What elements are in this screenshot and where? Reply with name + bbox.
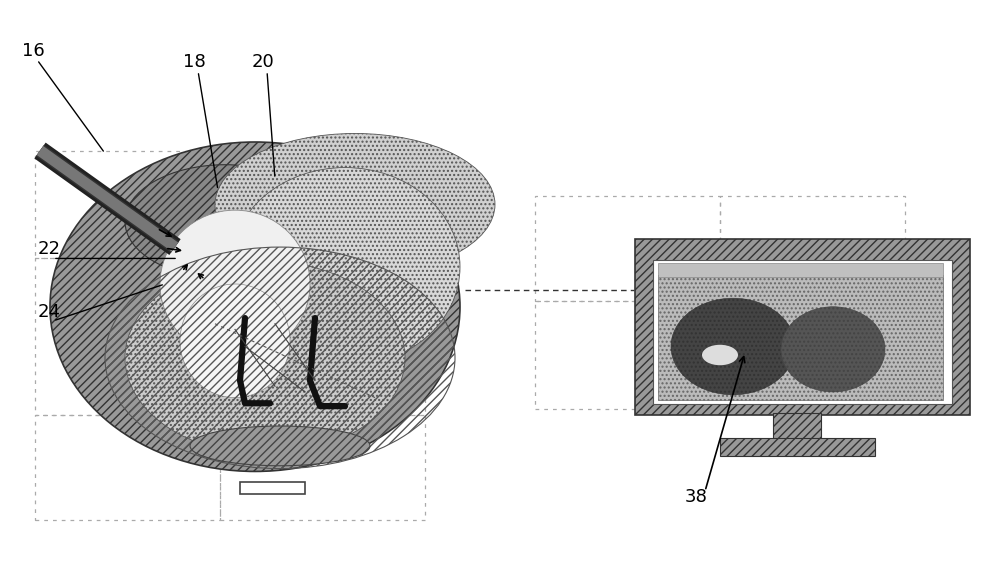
- Ellipse shape: [781, 307, 885, 392]
- Bar: [35, 151, 220, 258]
- Bar: [220, 151, 425, 258]
- Bar: [535, 301, 720, 409]
- Ellipse shape: [671, 298, 795, 395]
- Text: 24: 24: [38, 303, 61, 321]
- Text: 16: 16: [22, 41, 45, 60]
- Bar: [720, 438, 875, 456]
- Text: 38: 38: [685, 487, 708, 506]
- Bar: [35, 415, 220, 520]
- Text: 20: 20: [252, 53, 275, 71]
- Text: 22: 22: [38, 240, 61, 258]
- Bar: [220, 415, 425, 520]
- Bar: [720, 301, 905, 409]
- Ellipse shape: [702, 345, 738, 365]
- Bar: [658, 275, 943, 400]
- Ellipse shape: [180, 284, 290, 398]
- Bar: [773, 413, 821, 440]
- Ellipse shape: [50, 142, 460, 471]
- Bar: [720, 196, 905, 301]
- Bar: [653, 260, 952, 404]
- Bar: [240, 482, 305, 494]
- Ellipse shape: [125, 165, 325, 278]
- Ellipse shape: [190, 426, 370, 466]
- Bar: [658, 263, 943, 277]
- Bar: [35, 258, 425, 415]
- Ellipse shape: [160, 210, 310, 358]
- Ellipse shape: [230, 168, 460, 366]
- Text: 18: 18: [183, 53, 206, 71]
- Ellipse shape: [215, 133, 495, 275]
- Ellipse shape: [125, 261, 405, 454]
- Bar: [635, 239, 970, 415]
- Bar: [535, 196, 720, 301]
